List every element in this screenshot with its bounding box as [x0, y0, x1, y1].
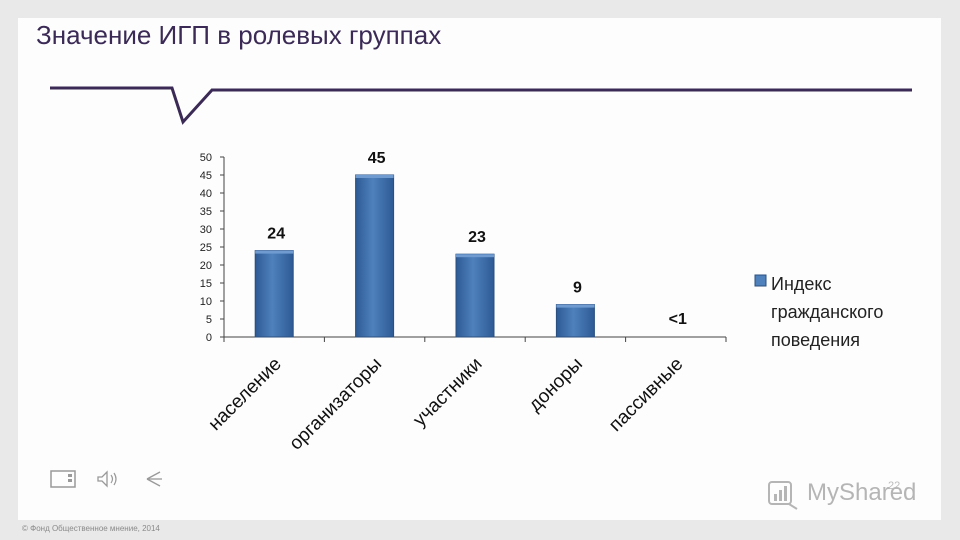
- bar-4: [555, 304, 595, 338]
- y-tick-label: 35: [200, 206, 212, 218]
- watermark-text: MyShared: [807, 479, 917, 506]
- bar-3: [455, 253, 495, 338]
- y-tick-label: 30: [200, 224, 212, 236]
- bar-2: [355, 174, 395, 338]
- bar-1: [254, 250, 294, 338]
- bar-top-highlight: [355, 175, 394, 178]
- media-controls: [50, 470, 162, 488]
- y-tick-label: 5: [206, 314, 212, 326]
- bars-group: [254, 174, 595, 338]
- y-tick-label: 10: [200, 296, 212, 308]
- x-tick-label-3: участники: [409, 354, 486, 431]
- y-tick-label: 50: [200, 152, 212, 164]
- speaker-icon[interactable]: [97, 470, 117, 488]
- data-labels-group: 24 45 23 9 <1: [267, 150, 687, 328]
- y-axis: 0 5 10 15 20 25 30 35 40 45 50: [200, 152, 225, 344]
- legend-label-line-3: поведения: [771, 330, 860, 350]
- video-icon[interactable]: [50, 470, 76, 488]
- bar-top-highlight: [556, 304, 595, 308]
- share-icon[interactable]: [146, 471, 162, 487]
- watermark: MyShared: [767, 476, 916, 510]
- data-label-2: 45: [368, 150, 386, 167]
- x-tick-label-2: организаторы: [285, 354, 386, 455]
- data-label-1: 24: [267, 226, 285, 243]
- legend: Индекс гражданского поведения: [754, 274, 883, 350]
- legend-swatch: [754, 274, 767, 287]
- y-tick-label: 20: [200, 260, 212, 272]
- y-tick-label: 15: [200, 278, 212, 290]
- data-label-5: <1: [669, 311, 687, 328]
- copyright-footer: © Фонд Общественное мнение, 2014: [22, 524, 160, 533]
- y-tick-label: 0: [206, 332, 212, 344]
- x-tick-label-4: доноры: [525, 354, 587, 416]
- y-tick-label: 25: [200, 242, 212, 254]
- x-tick-labels-group: население организаторы участники доноры пасс…: [205, 354, 688, 455]
- myshared-logo-icon: [768, 481, 798, 510]
- legend-label-line-2: гражданского: [771, 302, 883, 322]
- x-tick-label-1: население: [205, 354, 286, 435]
- bar-top-highlight: [255, 250, 294, 254]
- x-axis: [223, 336, 727, 342]
- data-label-3: 23: [468, 229, 486, 246]
- legend-label-line-1: Индекс: [771, 274, 831, 294]
- y-tick-label: 45: [200, 170, 212, 182]
- data-label-4: 9: [573, 280, 582, 297]
- y-tick-label: 40: [200, 188, 212, 200]
- page-number: 22: [888, 480, 901, 492]
- x-tick-label-5: пассивные: [605, 354, 687, 436]
- slide-title: Значение ИГП в ролевых группах: [36, 20, 442, 50]
- bar-top-highlight: [456, 254, 494, 258]
